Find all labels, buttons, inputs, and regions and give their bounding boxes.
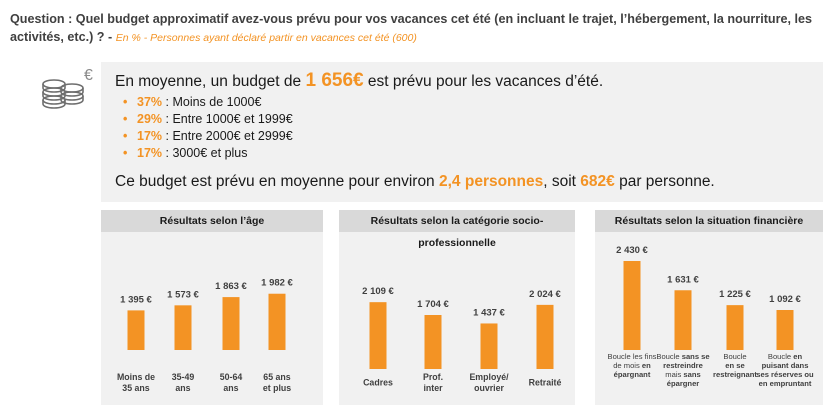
chart-title-csp: Résultats selon la catégorie socio-profe…	[339, 210, 575, 249]
question: Question : Quel budget approximatif avez…	[10, 10, 822, 47]
intro-suffix: est prévu pour les vacances d’été.	[367, 73, 604, 90]
bar-value-label: 1 395 €	[120, 294, 152, 305]
bullet-icon: •	[123, 146, 128, 160]
category-label: Boucle les fins de mois en épargnant	[608, 352, 657, 379]
bar	[127, 310, 145, 350]
chart-finance: 2 430 € Boucle les fins de mois en épargnan…	[608, 245, 815, 388]
category-label: Employé/ouvrier	[469, 372, 509, 393]
category-label: Prof. inter	[423, 372, 443, 393]
chart-panel-csp: Résultats selon la catégorie socio-profe…	[339, 210, 575, 405]
bar-value-label: 2 109 €	[362, 286, 394, 297]
bar	[174, 305, 192, 350]
chart-title-age: Résultats selon l’âge	[101, 210, 323, 232]
category-label: 65 ans et plus	[263, 372, 291, 393]
category-label: 35-49 ans	[172, 372, 195, 393]
bar-value-label: 2 024 €	[529, 289, 561, 300]
summary-box: En moyenne, un budget de 1 656€ est prév…	[101, 62, 823, 202]
persons-count: 2,4 personnes	[439, 173, 544, 190]
category-label: Cadres	[363, 378, 393, 388]
bar-value-label: 2 430 €	[616, 245, 648, 256]
chart-csp: 2 109 € Cadres 1 704 € Prof. inter 1 437 € Emp…	[362, 286, 562, 393]
category-label: Boucle en puisant dans ses réserves ou en e…	[756, 352, 814, 388]
budget-distribution-list: • 37% : Moins de 1000€ • 29% : Entre 1000€…	[123, 94, 293, 162]
euro-symbol: €	[84, 67, 93, 84]
bar	[674, 290, 692, 350]
bar-value-label: 1 863 €	[215, 281, 247, 292]
bar-value-label: 1 092 €	[769, 294, 801, 305]
bullet-icon: •	[123, 95, 128, 109]
list-item: • 37% : Moins de 1000€	[123, 95, 262, 109]
bar	[776, 310, 794, 350]
bar-value-label: 1 573 €	[167, 289, 199, 300]
bar-value-label: 1 225 €	[719, 289, 751, 300]
list-item: • 29% : Entre 1000€ et 1999€	[123, 112, 293, 126]
bar-value-label: 1 437 €	[473, 307, 505, 318]
average-budget: 1 656€	[305, 70, 364, 91]
bar	[480, 323, 498, 369]
bar-value-label: 1 631 €	[667, 274, 699, 285]
category-label: Boucle sans se restreindre mais sans épargn…	[656, 352, 709, 388]
intro-prefix: En moyenne, un budget de	[115, 73, 302, 90]
bar	[726, 305, 744, 350]
chart-age: 1 395 € Moins de 35 ans 1 573 € 35-49 ans 1 86…	[117, 278, 294, 393]
list-item: • 17% : 3000€ et plus	[123, 146, 248, 160]
category-label: Retraité	[529, 378, 562, 388]
bar-value-label: 1 982 €	[261, 278, 293, 289]
per-person-line: Ce budget est prévu en moyenne pour envi…	[115, 173, 715, 190]
list-item: • 17% : Entre 2000€ et 2999€	[123, 129, 293, 143]
bar	[369, 302, 387, 369]
bar	[536, 304, 554, 369]
chart-panel-age: Résultats selon l’âge 1 395 € Moins de 35 …	[101, 210, 323, 405]
category-label: Moins de 35 ans	[117, 372, 155, 393]
intro-line: En moyenne, un budget de 1 656€ est prév…	[115, 70, 603, 92]
bar	[268, 293, 286, 350]
coins-euro-icon: €	[42, 67, 93, 109]
chart-panel-finance: Résultats selon la situation financière …	[595, 210, 823, 405]
per-person-budget: 682€	[580, 173, 615, 190]
category-label: Boucle en se restreignant	[713, 352, 757, 379]
question-text: Question : Quel budget approximatif avez…	[10, 12, 813, 44]
bar	[222, 297, 240, 350]
bar-value-label: 1 704 €	[417, 299, 449, 310]
bullet-icon: •	[123, 112, 128, 126]
chart-title-finance: Résultats selon la situation financière	[595, 210, 823, 232]
bar	[424, 315, 442, 369]
category-label: 50-64 ans	[220, 372, 243, 393]
question-note: En % - Personnes ayant déclaré partir en…	[115, 32, 417, 44]
bar	[623, 261, 641, 350]
bullet-icon: •	[123, 129, 128, 143]
